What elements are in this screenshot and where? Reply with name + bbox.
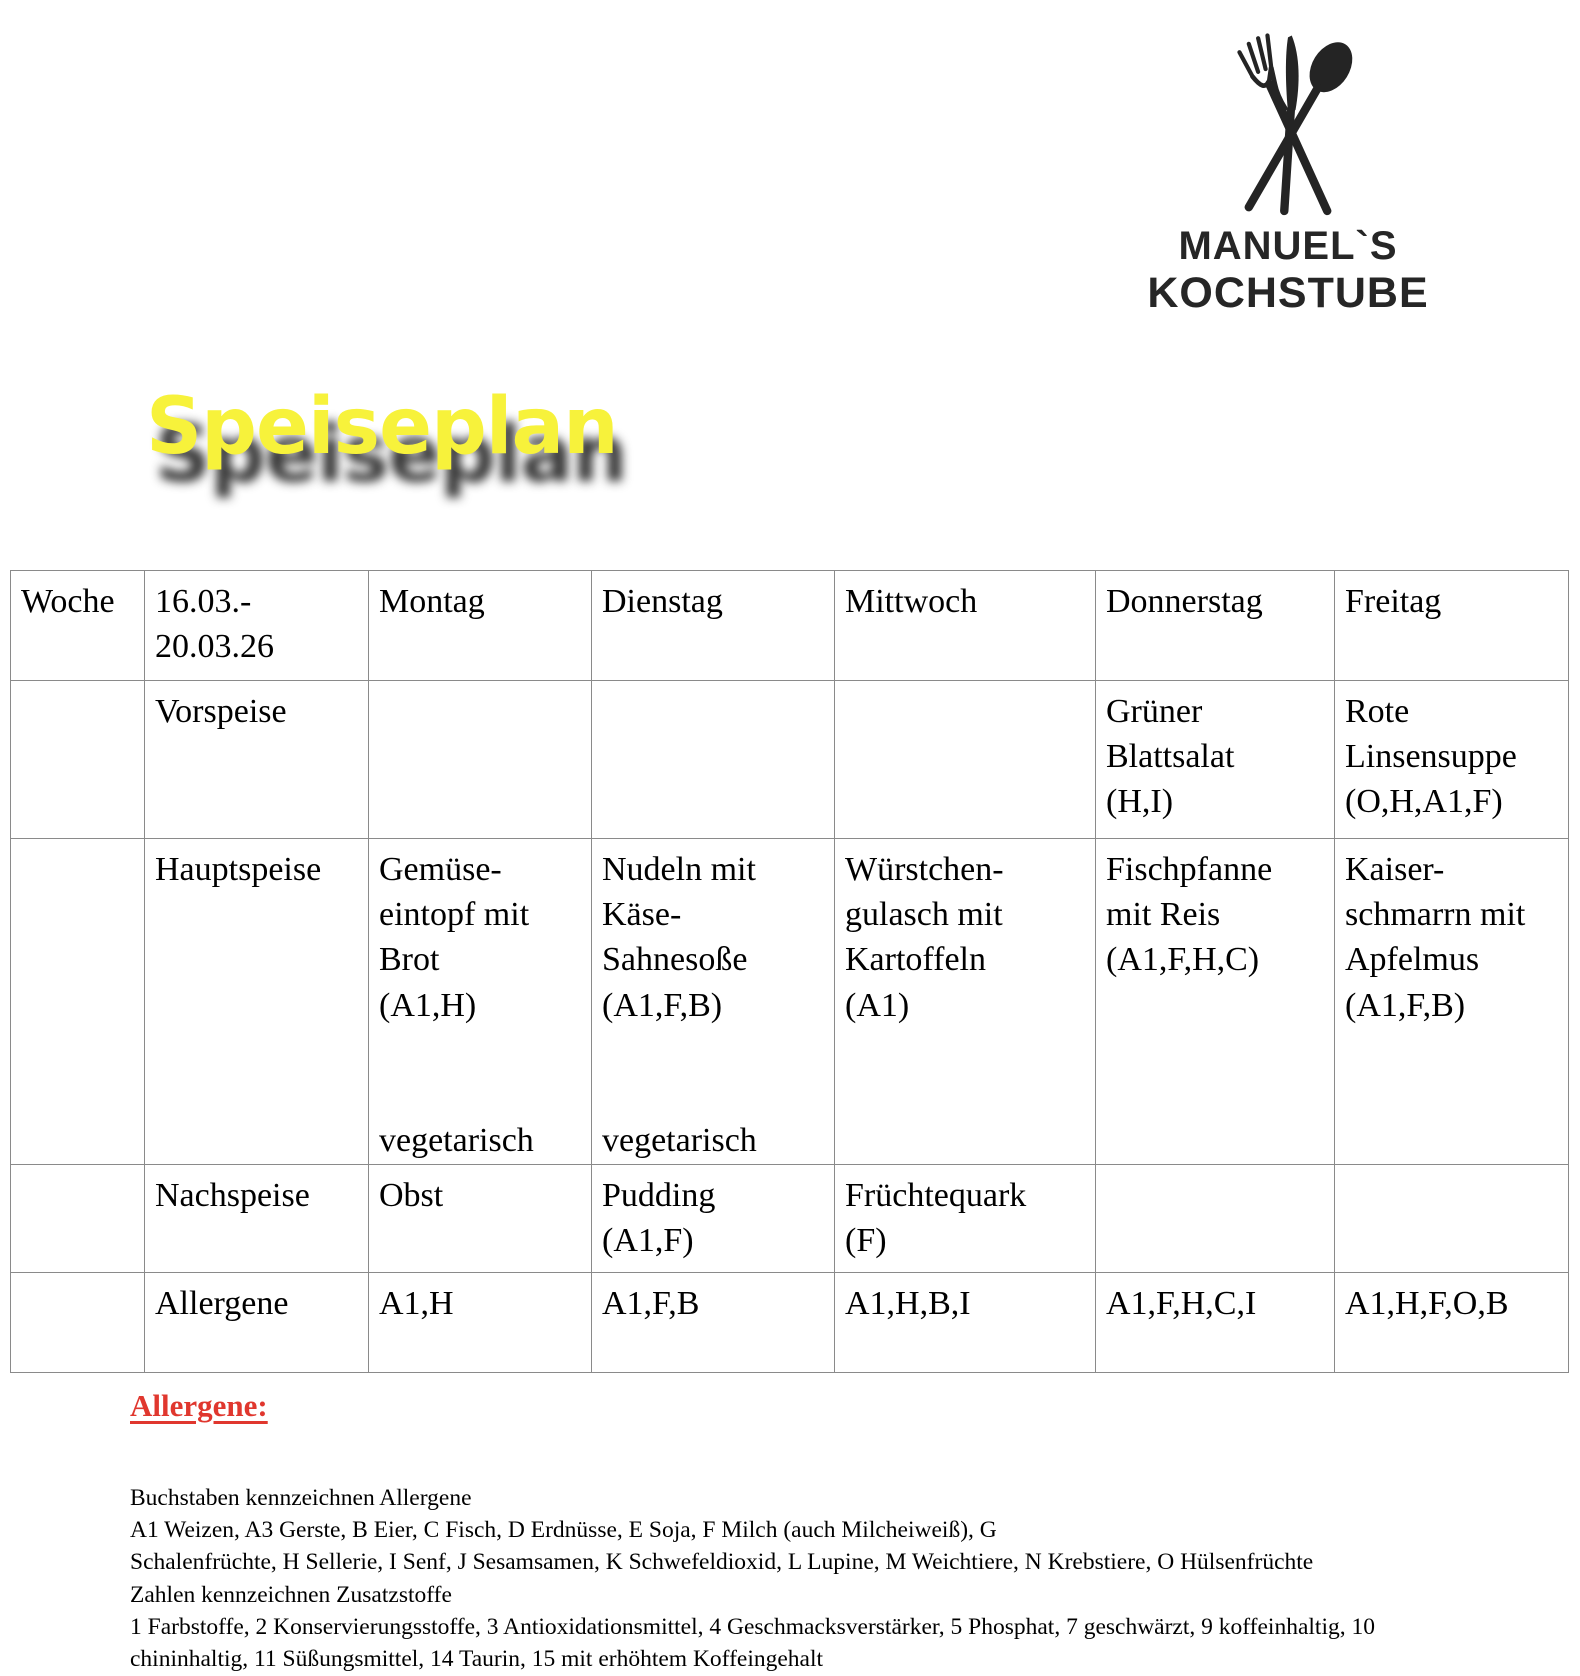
day-header-dienstag: Dienstag [591, 570, 835, 681]
meal-cell: Rote Linsensuppe (O,H,A1,F) [1334, 680, 1569, 839]
logo-name-line1: MANUEL`S [1178, 224, 1398, 268]
meal-cell [1334, 1163, 1569, 1273]
meal-cell: Würstchen- gulasch mit Kartoffeln (A1) [834, 838, 1096, 1165]
legend-line: Buchstaben kennzeichnen Allergene [130, 1485, 472, 1511]
meal-cell [834, 680, 1096, 839]
day-header-montag: Montag [368, 570, 592, 681]
allergen-legend: Buchstaben kennzeichnen Allergene A1 Wei… [130, 1482, 1375, 1675]
page-title: Speiseplan [146, 382, 619, 472]
allergen-cell: A1,H,B,I [834, 1271, 1096, 1373]
meal-cell: Früchtequark (F) [834, 1163, 1096, 1273]
allergen-cell: A1,F,H,C,I [1095, 1271, 1335, 1373]
row-nachspeise: Nachspeise Obst Pudding (A1,F) Früchtequ… [10, 1163, 1569, 1273]
day-header-freitag: Freitag [1334, 570, 1569, 681]
legend-line: A1 Weizen, A3 Gerste, B Eier, C Fisch, D… [130, 1517, 997, 1544]
allergen-cell: A1,F,B [591, 1271, 835, 1373]
meal-cell: Kaiser- schmarrn mit Apfelmus (A1,F,B) [1334, 838, 1569, 1165]
empty-cell [10, 1271, 145, 1373]
row-label: Hauptspeise [144, 838, 369, 1165]
allergen-cell: A1,H [368, 1271, 592, 1373]
allergen-cell: A1,H,F,O,B [1334, 1271, 1569, 1373]
empty-cell [10, 1163, 145, 1273]
logo: MANUEL`S KOCHSTUBE [1128, 28, 1448, 317]
row-label: Vorspeise [144, 680, 369, 839]
header-row: Woche 16.03.- 20.03.26 Montag Dienstag M… [10, 570, 1569, 681]
meal-cell [1095, 1163, 1335, 1273]
meal-cell [368, 680, 592, 839]
corner-cell: Woche [10, 570, 145, 681]
meal-cell: Pudding (A1,F) [591, 1163, 835, 1273]
week-range-cell: 16.03.- 20.03.26 [144, 570, 369, 681]
legend-line: Zahlen kennzeichnen Zusatzstoffe [130, 1581, 452, 1608]
meal-cell: Fischpfanne mit Reis (A1,F,H,C) [1095, 838, 1335, 1165]
empty-cell [10, 680, 145, 839]
meal-cell [591, 680, 835, 839]
legend-line: 1 Farbstoffe, 2 Konservierungsstoffe, 3 … [130, 1613, 1375, 1640]
row-label: Allergene [144, 1271, 369, 1373]
day-header-donnerstag: Donnerstag [1095, 570, 1335, 681]
meal-cell: Nudeln mit Käse- Sahnesoße (A1,F,B) vege… [591, 838, 835, 1165]
empty-cell [10, 838, 145, 1165]
meal-plan-table: Woche 16.03.- 20.03.26 Montag Dienstag M… [10, 570, 1569, 1373]
legend-line: chininhaltig, 11 Süßungsmittel, 14 Tauri… [130, 1645, 824, 1672]
meal-cell: Gemüse- eintopf mit Brot (A1,H) vegetari… [368, 838, 592, 1165]
legend-line: Schalenfrüchte, H Sellerie, I Senf, J Se… [130, 1549, 1314, 1576]
day-header-mittwoch: Mittwoch [834, 570, 1096, 681]
row-hauptspeise: Hauptspeise Gemüse- eintopf mit Brot (A1… [10, 838, 1569, 1165]
allergen-section-heading: Allergene: [130, 1388, 268, 1423]
logo-name-line2: KOCHSTUBE [1147, 268, 1429, 317]
meal-cell: Grüner Blattsalat (H,I) [1095, 680, 1335, 839]
row-allergene: Allergene A1,H A1,F,B A1,H,B,I A1,F,H,C,… [10, 1271, 1569, 1373]
meal-cell: Obst [368, 1163, 592, 1273]
row-vorspeise: Vorspeise Grüner Blattsalat (H,I) Rote L… [10, 680, 1569, 839]
crossed-cutlery-icon [1237, 33, 1353, 216]
row-label: Nachspeise [144, 1163, 369, 1273]
